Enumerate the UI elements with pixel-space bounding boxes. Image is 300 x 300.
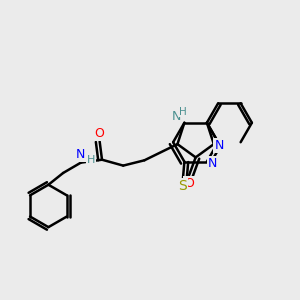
Text: S: S bbox=[178, 179, 187, 193]
Text: N: N bbox=[172, 110, 181, 123]
Text: N: N bbox=[214, 139, 224, 152]
Text: O: O bbox=[95, 127, 105, 140]
Text: H: H bbox=[87, 155, 95, 165]
Text: O: O bbox=[184, 177, 194, 190]
Text: N: N bbox=[76, 148, 86, 161]
Text: N: N bbox=[208, 157, 217, 170]
Text: H: H bbox=[179, 106, 187, 116]
